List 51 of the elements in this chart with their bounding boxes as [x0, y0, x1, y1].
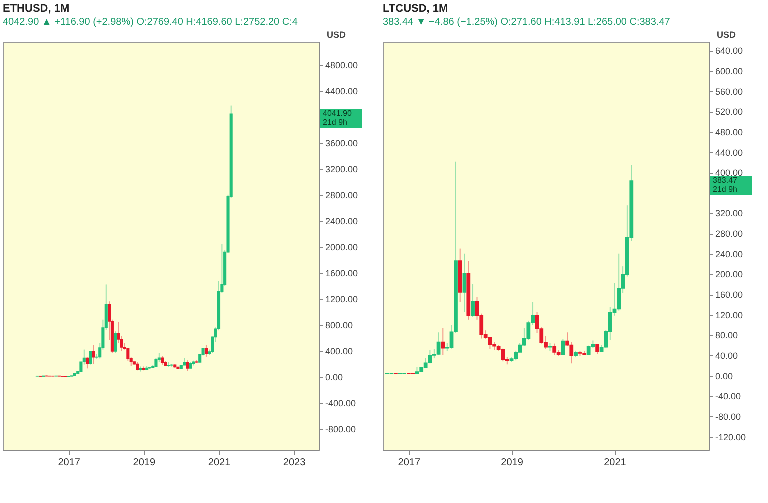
chart-subtitle: 4042.90 ▲ +116.90 (+2.98%) O:2769.40 H:4169.60 L:2752.20 C:4 — [3, 17, 298, 28]
y-tick-label: 160.00 — [716, 290, 744, 300]
y-tick-label: 520.00 — [716, 107, 744, 118]
y-tick-label: 1600.00 — [326, 268, 358, 279]
x-tick-label: 2017 — [398, 458, 421, 468]
text: 383.47 — [713, 176, 738, 185]
x-tick-label: 2021 — [604, 458, 627, 468]
y-tick-label: 560.00 — [716, 86, 744, 97]
y-tick-label: 3200.00 — [326, 164, 358, 174]
chart-title: LTCUSD, 1M — [383, 3, 448, 15]
chart-subtitle: 383.44 ▼ −4.86 (−1.25%) O:271.60 H:413.91 L:265.00 C:383.47 — [383, 17, 671, 28]
y-tick-label: 4400.00 — [326, 86, 358, 96]
y-tick-label: 2000.00 — [326, 242, 358, 252]
y-tick-label: -400.00 — [326, 398, 356, 409]
y-tick-label: 3600.00 — [326, 138, 358, 148]
y-tick-label: 440.00 — [716, 148, 744, 158]
y-tick-label: 400.00 — [326, 346, 354, 357]
x-tick-label: 2019 — [501, 458, 524, 468]
y-tick-label: 40.00 — [716, 350, 738, 361]
x-tick-label: 2021 — [208, 458, 232, 468]
text: USD — [717, 30, 736, 40]
text: 21d 9h — [713, 184, 738, 194]
y-tick-label: 2800.00 — [326, 190, 358, 200]
y-tick-label: 480.00 — [716, 127, 744, 138]
y-tick-label: 2400.00 — [326, 216, 358, 226]
y-tick-label: 400.00 — [716, 168, 744, 178]
y-tick-label: 600.00 — [716, 66, 744, 76]
y-tick-label: 240.00 — [716, 249, 744, 260]
x-tick-label: 2017 — [58, 458, 81, 468]
y-tick-label: -40.00 — [716, 392, 742, 402]
y-tick-label: 80.00 — [716, 330, 738, 341]
text: 21d 9h — [323, 118, 348, 128]
text: 4041.90 — [323, 109, 352, 118]
y-tick-label: 0.00 — [326, 372, 344, 383]
y-tick-label: 280.00 — [716, 229, 744, 240]
x-tick-label: 2019 — [133, 458, 156, 468]
y-tick-label: 320.00 — [716, 208, 744, 219]
y-tick-label: -80.00 — [716, 412, 742, 422]
y-tick-label: 640.00 — [716, 46, 744, 56]
y-tick-label: 120.00 — [716, 310, 744, 320]
y-tick-label: 0.00 — [716, 371, 734, 382]
y-tick-label: -120.00 — [716, 432, 746, 442]
candlestick — [80, 362, 83, 372]
y-tick-label: 4800.00 — [326, 60, 358, 70]
y-tick-label: 200.00 — [716, 270, 744, 280]
y-tick-label: 800.00 — [326, 320, 354, 331]
text: USD — [327, 30, 346, 40]
y-tick-label: -800.00 — [326, 424, 356, 435]
chart-title: ETHUSD, 1M — [3, 3, 70, 15]
y-tick-label: 1200.00 — [326, 294, 358, 305]
x-tick-label: 2023 — [283, 458, 306, 468]
